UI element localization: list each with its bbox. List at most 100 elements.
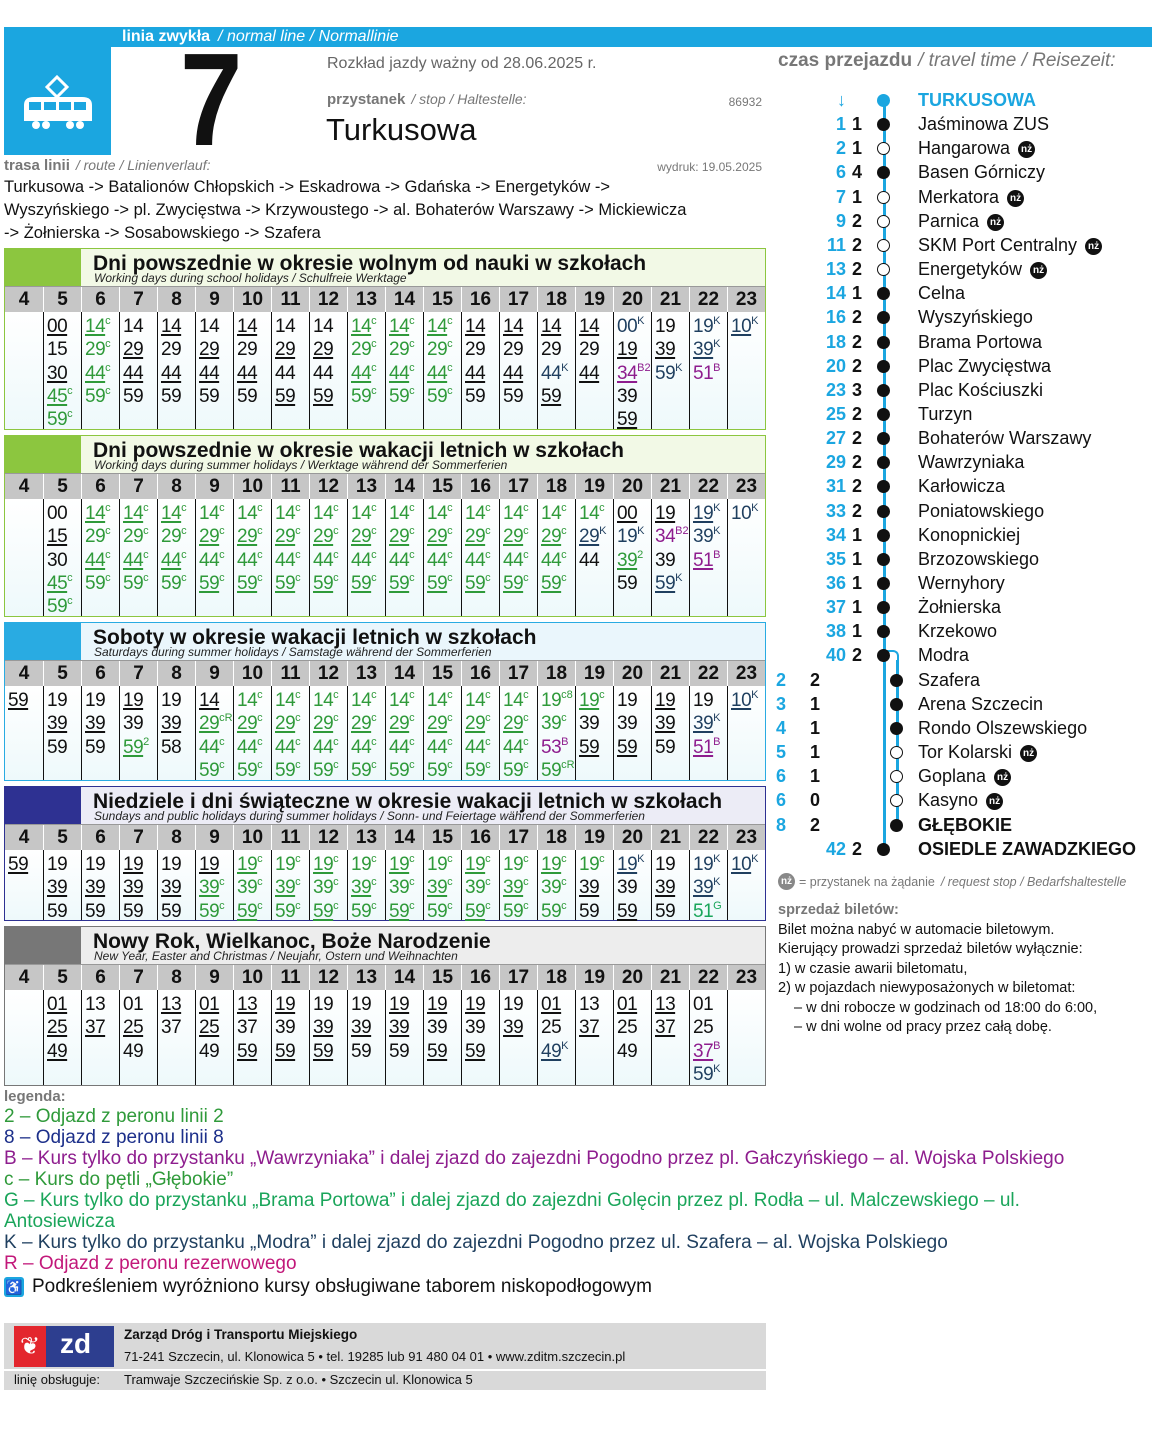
hour-label: 14 bbox=[385, 825, 423, 850]
request-stop-icon: nż bbox=[778, 873, 795, 890]
departure-minute: 59c bbox=[275, 758, 301, 781]
hour-column: 14c 29c 44c 59c bbox=[499, 499, 537, 616]
hour-label: 9 bbox=[195, 825, 233, 850]
logo-text: zd bbox=[60, 1328, 92, 1359]
departure-minute: 44c bbox=[237, 735, 263, 758]
departure-minute: 59c bbox=[237, 899, 263, 922]
departure-minute: 19 bbox=[199, 854, 220, 875]
departure-minute: 34B2 bbox=[617, 361, 651, 384]
departure-minute: 59 bbox=[123, 900, 144, 922]
stop-name: Arena Szczecin bbox=[918, 692, 1043, 716]
section-header: Soboty w okresie wakacji letnich w szkoł… bbox=[5, 623, 765, 661]
hour-label: 10 bbox=[233, 965, 271, 990]
departure-minute: 19c bbox=[541, 853, 567, 875]
departure-minute: 34B2 bbox=[655, 525, 689, 548]
departure-note-mark: K bbox=[713, 525, 721, 538]
stop-name: Poniatowskiego bbox=[918, 499, 1044, 523]
departure-minute: 44 bbox=[313, 362, 334, 384]
departure-note-mark: c bbox=[447, 548, 453, 561]
stop-total-time: 7 bbox=[835, 186, 846, 207]
departure-note-mark: c bbox=[447, 571, 453, 584]
departure-minute: 59 bbox=[655, 736, 676, 758]
section-title: Nowy Rok, Wielkanoc, Boże Narodzenie bbox=[93, 930, 491, 953]
hour-column: 14c 29c 44c 59c bbox=[347, 312, 385, 429]
hour-label: 19 bbox=[575, 474, 613, 499]
departure-minute: 59c bbox=[85, 384, 111, 407]
hour-label: 18 bbox=[537, 825, 575, 850]
minutes-grid: 59 19 39 59 19 39 59 19 39 59 19 39 59 19 39c 59c 19c 39c… bbox=[5, 850, 765, 922]
departure-minute: 59c bbox=[427, 384, 453, 407]
departure-note-mark: c bbox=[371, 384, 377, 397]
hour-column: 19 39 58 bbox=[157, 686, 195, 780]
stop-total-time: 2 bbox=[775, 669, 786, 690]
stop-total-time: 16 bbox=[825, 307, 846, 328]
departure-note-mark: c bbox=[295, 853, 301, 865]
stop-total-time: 40 bbox=[825, 645, 846, 666]
hour-label: 12 bbox=[309, 287, 347, 312]
stop-total-time: 8 bbox=[775, 814, 786, 835]
route-label: trasa linii / route / Linienverlauf: bbox=[4, 157, 211, 174]
stop-name: OSIEDLE ZAWADZKIEGO bbox=[918, 837, 1136, 861]
stop-total-time: 2 bbox=[835, 138, 846, 159]
departure-note-mark: c bbox=[409, 338, 415, 351]
stop-total-time: 20 bbox=[825, 355, 846, 376]
departure-minute: 29c bbox=[275, 525, 301, 548]
hour-label: 23 bbox=[727, 287, 765, 312]
stop-total-time: 11 bbox=[826, 234, 846, 255]
departure-minute: 14c bbox=[313, 689, 339, 711]
travel-time-label: czas przejazdu bbox=[778, 50, 913, 71]
hour-column: 01 25 49 bbox=[43, 990, 81, 1085]
departure-note-mark: c bbox=[333, 876, 339, 889]
hour-label: 7 bbox=[119, 965, 157, 990]
hour-column: 19 39 59 bbox=[347, 990, 385, 1085]
departure-note-mark: c bbox=[561, 899, 567, 912]
departure-minute: 29c bbox=[85, 525, 111, 548]
departure-note-mark: c bbox=[599, 502, 605, 514]
departure-minute: 14c bbox=[389, 502, 415, 524]
hour-label: 22 bbox=[689, 474, 727, 499]
departure-minute: 29c bbox=[351, 525, 377, 548]
section-title: Soboty w okresie wakacji letnich w szkoł… bbox=[93, 626, 537, 649]
departure-note-mark: c bbox=[371, 758, 377, 771]
departure-minute: 39 bbox=[579, 713, 600, 735]
departure-minute: 59 bbox=[47, 900, 68, 922]
departure-note-mark: c bbox=[561, 571, 567, 584]
hour-label: 7 bbox=[119, 287, 157, 312]
hour-column: 01 25 49 bbox=[613, 990, 651, 1085]
hour-label: 5 bbox=[43, 474, 81, 499]
departure-minute: 19c bbox=[351, 853, 377, 875]
departure-note-mark: c bbox=[485, 525, 491, 538]
departure-minute: 25 bbox=[617, 1017, 638, 1039]
departure-minute: 39 bbox=[655, 549, 676, 571]
stop-total-time: 35 bbox=[825, 548, 846, 569]
departure-minute: 59 bbox=[503, 385, 524, 407]
stop-row: 29 2 Wawrzyniaka bbox=[770, 450, 1150, 474]
departure-minute: 59 bbox=[237, 1040, 258, 1062]
hour-label: 5 bbox=[43, 661, 81, 686]
ticket-info: sprzedaż biletów: Bilet można nabyć w au… bbox=[778, 901, 1097, 1038]
hour-column: 19 39 59 bbox=[157, 850, 195, 922]
hour-label: 19 bbox=[575, 825, 613, 850]
departure-minute: 13 bbox=[85, 994, 106, 1015]
stop-row: 25 2 Turzyn bbox=[770, 402, 1150, 426]
request-stop-icon: nż bbox=[1007, 189, 1025, 207]
departure-minute: 14 bbox=[237, 316, 258, 337]
hour-column: 14c 29c 44c 59c bbox=[81, 499, 119, 616]
stop-row: 38 1 Krzekowo bbox=[770, 619, 1150, 643]
departure-minute: 59c bbox=[465, 899, 491, 922]
departure-note-mark: c bbox=[447, 525, 453, 538]
hour-column: 14c 29c 44c 59c bbox=[499, 686, 537, 781]
hour-column: 14 29 44 59 bbox=[195, 312, 233, 429]
stop-row: 6 4 Basen Górniczy bbox=[770, 160, 1150, 184]
hour-label: 15 bbox=[423, 965, 461, 990]
departure-minute: 14c bbox=[389, 315, 415, 337]
hours-row: 4 5 6 7 8 9 10 11 12 13 14 15 16 17 18 19 20 21 22 23 bbox=[5, 661, 765, 686]
stop-label-pl: przystanek bbox=[327, 91, 406, 108]
departure-note-mark: c bbox=[371, 735, 377, 748]
departure-minute: 59 bbox=[313, 1040, 334, 1062]
departure-minute: 19K bbox=[693, 502, 721, 524]
route-line-main bbox=[883, 99, 886, 847]
hour-column: 14 29 44 59 bbox=[271, 312, 309, 429]
departure-minute: 39K bbox=[693, 525, 721, 548]
stop-name-text: Szafera bbox=[918, 669, 981, 690]
